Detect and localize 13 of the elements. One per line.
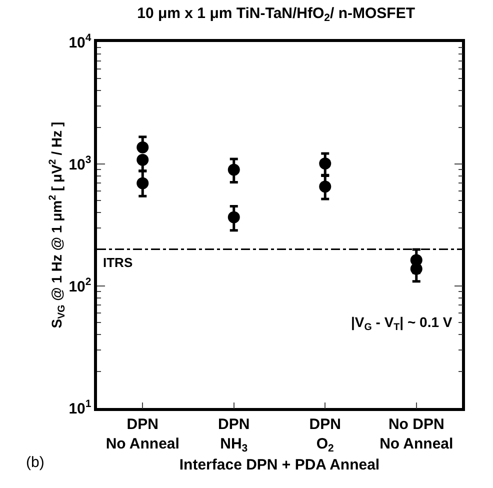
- y-tick-label: 10$^{1}$: [68, 398, 92, 418]
- annotation: |V$_{G}$ - V$_{T}$| ~ 0.1 V: [351, 314, 453, 333]
- y-tick-label: 10$^{3}$: [68, 154, 92, 174]
- y-tick-label: 10$^{2}$: [68, 276, 92, 296]
- chart-title: 10 μm x 1 μm TiN-TaN/HfO$_{2}$/ n-MOSFET: [137, 4, 416, 24]
- x-tick-label: DPN No Anneal: [106, 416, 180, 452]
- x-axis-title: Interface DPN + PDA Anneal: [179, 456, 380, 474]
- x-tick-label: DPN NH$_{3}$: [218, 416, 250, 454]
- y-tick-label: 10$^{4}$: [68, 32, 92, 52]
- x-tick-label: DPN O$_{2}$: [309, 416, 341, 454]
- ref-line-label: ITRS: [103, 255, 133, 270]
- x-tick-label: No DPN No Anneal: [380, 416, 454, 452]
- text: (b): [26, 454, 44, 471]
